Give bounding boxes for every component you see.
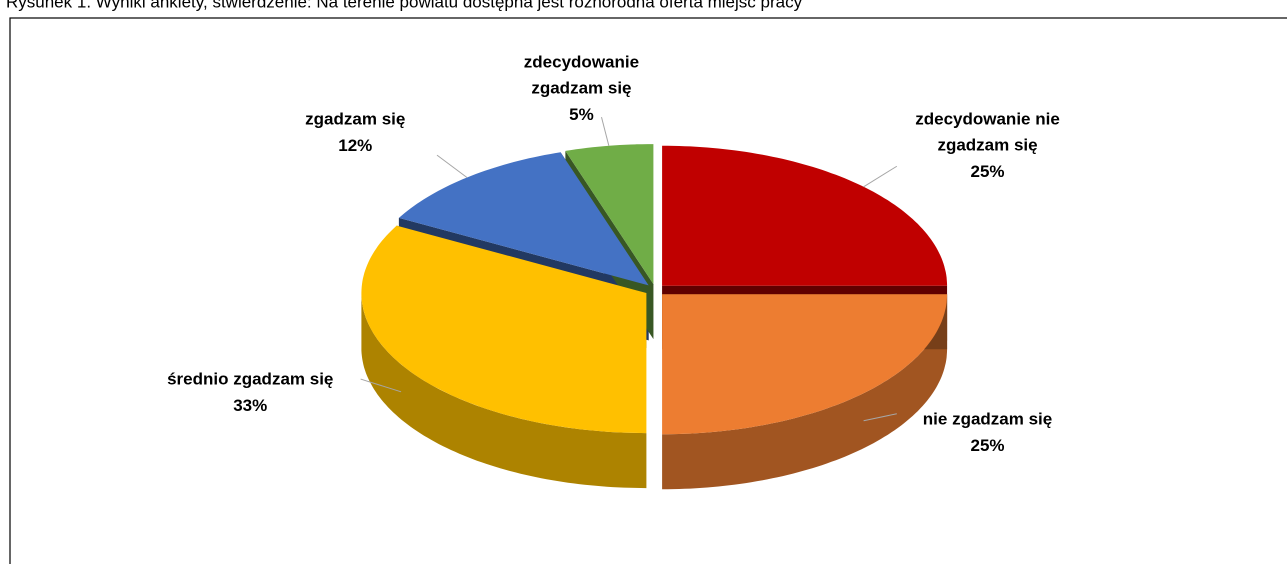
slice — [398, 152, 649, 286]
leader-line — [601, 117, 610, 146]
leader-line — [360, 378, 402, 393]
slice-side — [662, 294, 948, 490]
tops — [361, 144, 948, 435]
slice-value-label: 33% — [233, 396, 267, 415]
slice-label: średnio zgadzam się — [167, 370, 333, 389]
slice-label: nie zgadzam się — [923, 410, 1052, 429]
slice-value-label: 25% — [971, 162, 1005, 181]
slice-label: zdecydowanie nie zgadzam się — [915, 110, 1060, 155]
slice-value-label: 12% — [338, 136, 372, 155]
slice-value-label: 25% — [971, 436, 1005, 455]
slice — [361, 225, 647, 434]
leader-line — [436, 154, 468, 178]
slice-label: zgadzam się — [305, 110, 405, 129]
slice — [662, 294, 948, 435]
slice-value-label: 5% — [569, 105, 594, 124]
slice — [565, 144, 654, 285]
leader-line — [863, 165, 898, 188]
leader-line — [863, 413, 897, 422]
chart-title: Rysunek 1. Wyniki ankiety, stwierdzenie:… — [6, 0, 803, 11]
slice-side — [361, 293, 647, 489]
labels: zdecydowanie nie zgadzam się 25% nie zgadza… — [167, 53, 1060, 455]
slice — [662, 145, 948, 286]
slice-label: zdecydowanie zgadzam się — [524, 53, 639, 98]
